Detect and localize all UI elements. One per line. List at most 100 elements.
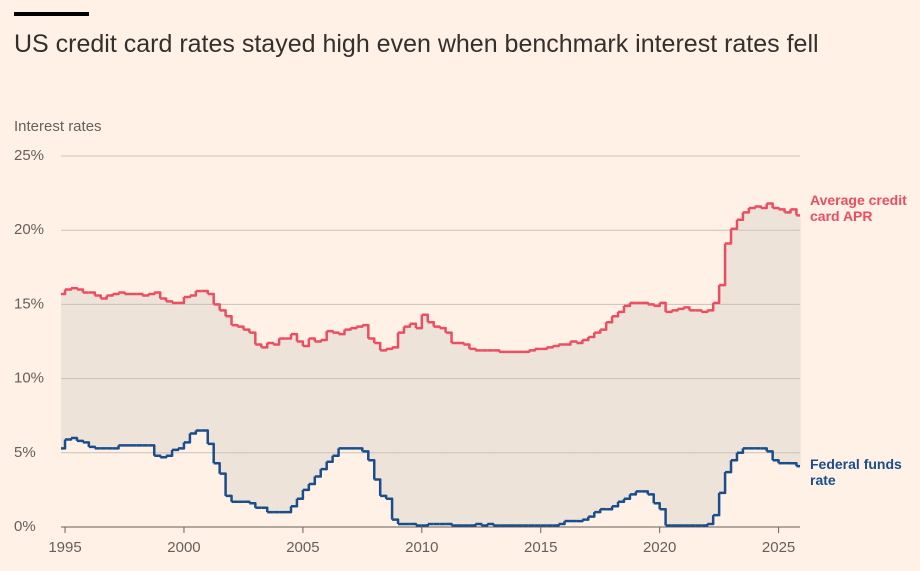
fill-between bbox=[350, 328, 358, 449]
y-axis-label: Interest rates bbox=[14, 118, 102, 135]
step-line bbox=[88, 445, 97, 449]
step-line bbox=[154, 291, 162, 299]
series-label: Average credit card APR bbox=[810, 192, 907, 224]
step-line bbox=[291, 332, 299, 342]
fill-between bbox=[285, 338, 292, 513]
brand-bar bbox=[14, 12, 89, 16]
fill-between bbox=[374, 342, 381, 480]
step-line bbox=[576, 519, 584, 523]
step-line bbox=[172, 448, 180, 452]
x-tick-label: 2020 bbox=[643, 539, 676, 556]
fill-between bbox=[558, 344, 566, 525]
step-line bbox=[618, 305, 626, 314]
step-line bbox=[148, 444, 156, 456]
fill-between bbox=[641, 302, 649, 492]
step-line bbox=[588, 332, 596, 339]
fill-between bbox=[380, 350, 387, 496]
fill-between bbox=[475, 350, 482, 525]
step-line bbox=[302, 338, 311, 348]
step-line bbox=[701, 310, 709, 314]
fill-between bbox=[320, 340, 328, 470]
x-tick-label: 2010 bbox=[405, 539, 438, 556]
step-line bbox=[409, 322, 418, 329]
fill-between bbox=[338, 334, 346, 449]
step-line bbox=[332, 448, 340, 458]
fill-between bbox=[291, 334, 298, 507]
fill-between bbox=[61, 294, 66, 449]
step-line bbox=[100, 295, 108, 300]
fill-between bbox=[237, 326, 245, 502]
step-line bbox=[552, 344, 560, 348]
step-line bbox=[243, 328, 251, 333]
fill-between bbox=[213, 304, 221, 464]
step-line bbox=[285, 506, 293, 514]
fill-between bbox=[76, 289, 84, 441]
step-line bbox=[421, 313, 430, 323]
fill-between bbox=[671, 310, 679, 526]
fill-between bbox=[409, 323, 417, 525]
fill-between bbox=[201, 291, 209, 431]
step-line bbox=[487, 522, 495, 526]
fill-between bbox=[742, 212, 750, 449]
fill-between bbox=[398, 332, 405, 525]
fill-between bbox=[511, 351, 518, 526]
step-line bbox=[576, 340, 584, 345]
step-line bbox=[707, 302, 715, 312]
step-line bbox=[623, 494, 632, 501]
fill-between bbox=[701, 311, 708, 526]
fill-between bbox=[790, 209, 798, 464]
fill-between bbox=[546, 347, 554, 526]
fill-between bbox=[457, 342, 465, 526]
step-line bbox=[88, 291, 97, 296]
fill-between bbox=[302, 345, 310, 490]
series-label: Federal funds rate bbox=[810, 456, 902, 488]
fill-between bbox=[243, 329, 250, 502]
step-line bbox=[457, 341, 465, 345]
fill-between bbox=[588, 337, 595, 517]
step-line bbox=[439, 326, 447, 333]
step-line bbox=[82, 441, 91, 447]
step-line bbox=[106, 294, 114, 297]
fill-between bbox=[778, 209, 786, 464]
step-line bbox=[225, 494, 233, 502]
y-tick-label: 5% bbox=[14, 444, 36, 461]
fill-between bbox=[183, 296, 191, 443]
fill-between bbox=[178, 302, 185, 449]
fill-between bbox=[731, 228, 738, 461]
step-line bbox=[350, 326, 358, 330]
step-line bbox=[314, 340, 322, 343]
fill-between bbox=[433, 326, 441, 525]
step-line bbox=[249, 331, 257, 345]
fill-between bbox=[403, 326, 411, 525]
step-line bbox=[326, 455, 334, 463]
fill-between bbox=[261, 347, 268, 508]
fill-between bbox=[207, 294, 215, 444]
fill-between bbox=[707, 310, 714, 525]
step-line bbox=[433, 325, 441, 329]
step-line bbox=[606, 316, 614, 324]
step-line bbox=[540, 347, 548, 351]
step-line bbox=[695, 309, 703, 312]
step-line bbox=[790, 208, 798, 216]
step-line bbox=[766, 450, 774, 461]
step-line bbox=[207, 442, 215, 464]
step-line bbox=[320, 331, 328, 342]
step-line bbox=[552, 524, 560, 527]
fill-between bbox=[368, 338, 375, 461]
step-line bbox=[528, 348, 537, 352]
step-line bbox=[320, 461, 328, 471]
step-line bbox=[362, 323, 370, 339]
step-line bbox=[76, 439, 85, 443]
step-line bbox=[291, 498, 299, 508]
fill-between bbox=[160, 298, 167, 458]
step-line bbox=[148, 292, 156, 296]
fill-between bbox=[65, 289, 72, 440]
step-line bbox=[285, 334, 293, 340]
chart-title: US credit card rates stayed high even wh… bbox=[14, 30, 819, 58]
fill-between bbox=[623, 305, 631, 499]
fill-between bbox=[772, 207, 780, 461]
fill-between bbox=[600, 329, 607, 510]
fill-between bbox=[736, 219, 744, 453]
